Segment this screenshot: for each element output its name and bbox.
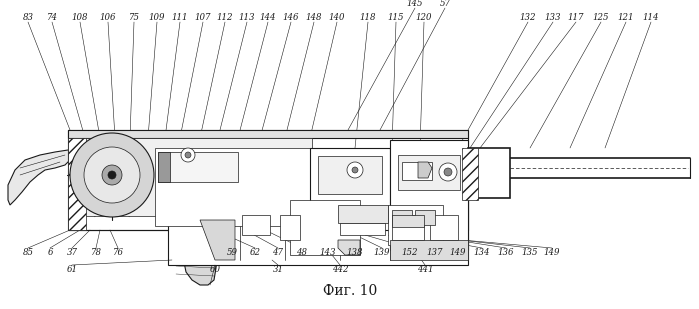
Text: 114: 114	[643, 13, 659, 22]
Text: 107: 107	[195, 13, 211, 22]
Polygon shape	[168, 192, 216, 285]
Text: 109: 109	[149, 13, 165, 22]
Bar	[158, 152, 170, 182]
Text: 60: 60	[210, 265, 220, 274]
Bar	[68, 138, 86, 230]
Bar	[398, 155, 460, 190]
Text: 37: 37	[66, 248, 78, 257]
Text: 442: 442	[332, 265, 348, 274]
Text: 83: 83	[22, 13, 34, 22]
Bar	[392, 215, 424, 227]
Bar	[318, 156, 382, 194]
Text: Фиг. 10: Фиг. 10	[323, 284, 377, 298]
Text: 85: 85	[22, 248, 34, 257]
Circle shape	[102, 165, 122, 185]
Text: 139: 139	[374, 248, 390, 257]
Text: 31: 31	[273, 265, 284, 274]
Text: 136: 136	[498, 248, 514, 257]
Circle shape	[181, 148, 195, 162]
Polygon shape	[8, 148, 72, 205]
Text: 121: 121	[618, 13, 634, 22]
Bar	[68, 130, 468, 138]
Circle shape	[347, 162, 363, 178]
Bar	[158, 152, 238, 182]
Bar	[72, 138, 312, 216]
Text: 75: 75	[129, 13, 140, 22]
Bar	[155, 148, 310, 226]
Circle shape	[185, 152, 191, 158]
Bar	[242, 215, 270, 235]
Text: 61: 61	[66, 265, 78, 274]
Bar	[430, 215, 458, 240]
Bar	[338, 205, 388, 223]
Bar	[402, 162, 432, 180]
Text: 112: 112	[217, 13, 233, 22]
Text: 59: 59	[226, 248, 238, 257]
Polygon shape	[338, 240, 360, 255]
Circle shape	[108, 171, 116, 179]
Text: 132: 132	[520, 13, 536, 22]
Bar	[462, 148, 478, 200]
Text: 152: 152	[402, 248, 418, 257]
Text: 134: 134	[474, 248, 490, 257]
Text: 149: 149	[544, 248, 561, 257]
Text: 108: 108	[72, 13, 88, 22]
Text: 145: 145	[407, 0, 424, 8]
Text: 118: 118	[360, 13, 376, 22]
Text: 78: 78	[90, 248, 101, 257]
Text: 111: 111	[172, 13, 188, 22]
Text: 74: 74	[47, 13, 57, 22]
Text: 117: 117	[568, 13, 584, 22]
Bar	[310, 148, 390, 230]
Bar	[415, 210, 435, 225]
Text: 144: 144	[260, 13, 276, 22]
Text: 125: 125	[593, 13, 610, 22]
Text: 441: 441	[417, 265, 433, 274]
Text: 146: 146	[283, 13, 299, 22]
Bar	[168, 195, 468, 265]
Text: 6: 6	[48, 248, 52, 257]
Text: 76: 76	[113, 248, 124, 257]
Text: 133: 133	[545, 13, 561, 22]
Text: 62: 62	[250, 248, 261, 257]
Polygon shape	[418, 162, 432, 178]
Text: 113: 113	[239, 13, 255, 22]
Polygon shape	[200, 220, 235, 260]
Text: 48: 48	[296, 248, 308, 257]
Bar	[392, 210, 412, 225]
Bar	[68, 130, 468, 230]
Bar	[280, 215, 300, 240]
Text: 57: 57	[440, 0, 450, 8]
Text: 115: 115	[388, 13, 404, 22]
Text: 135: 135	[521, 248, 538, 257]
Text: 143: 143	[319, 248, 336, 257]
Bar	[290, 200, 360, 255]
Text: 149: 149	[449, 248, 466, 257]
Circle shape	[70, 133, 154, 217]
Bar	[390, 140, 468, 250]
Text: 106: 106	[100, 13, 116, 22]
Text: 137: 137	[427, 248, 443, 257]
Text: 120: 120	[416, 13, 432, 22]
Circle shape	[439, 163, 457, 181]
Text: 140: 140	[329, 13, 345, 22]
Bar	[390, 240, 468, 260]
Circle shape	[84, 147, 140, 203]
Circle shape	[444, 168, 452, 176]
Bar	[388, 205, 443, 245]
Circle shape	[352, 167, 358, 173]
Text: 138: 138	[347, 248, 363, 257]
Bar	[468, 148, 510, 198]
Bar	[392, 215, 424, 240]
Text: 47: 47	[273, 248, 284, 257]
Text: 148: 148	[305, 13, 322, 22]
Bar	[340, 223, 385, 235]
